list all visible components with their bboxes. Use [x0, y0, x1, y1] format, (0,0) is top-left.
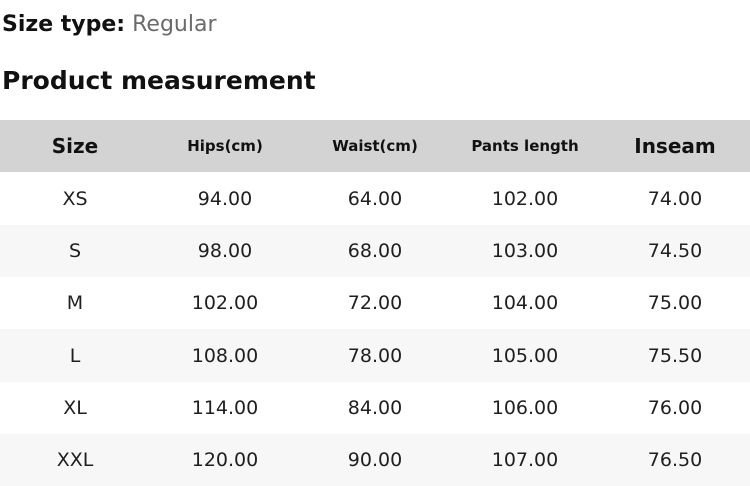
table-row: L 108.00 78.00 105.00 75.50: [0, 329, 750, 382]
cell-inseam: 76.50: [647, 449, 703, 472]
cell-pants-length: 104.00: [491, 292, 559, 315]
table-row: M 102.00 72.00 104.00 75.00: [0, 277, 750, 330]
cell-pants-length: 102.00: [491, 187, 559, 210]
cell-size: XXL: [56, 449, 94, 472]
table-header-row: Size Hips(cm) Waist(cm) Pants length Ins…: [0, 120, 750, 173]
cell-inseam: 75.00: [647, 292, 703, 315]
cell-inseam: 76.00: [647, 396, 703, 419]
cell-inseam: 75.50: [647, 344, 703, 367]
table-row: XS 94.00 64.00 102.00 74.00: [0, 172, 750, 225]
cell-hips: 114.00: [191, 396, 259, 419]
measurement-table-head: Size Hips(cm) Waist(cm) Pants length Ins…: [0, 120, 750, 173]
table-row: XL 114.00 84.00 106.00 76.00: [0, 381, 750, 435]
cell-waist: 84.00: [347, 396, 403, 419]
size-type-label: Size type:: [2, 12, 126, 37]
cell-size: S: [68, 239, 82, 262]
cell-size: L: [69, 344, 81, 367]
cell-size: XS: [62, 187, 88, 210]
measurement-table: Size Hips(cm) Waist(cm) Pants length Ins…: [0, 120, 750, 486]
cell-waist: 64.00: [347, 187, 403, 210]
cell-waist: 68.00: [347, 239, 403, 262]
cell-hips: 120.00: [191, 449, 259, 472]
cell-hips: 94.00: [197, 187, 253, 210]
col-header-waist: Waist(cm): [332, 137, 418, 156]
measurement-table-body: XS 94.00 64.00 102.00 74.00 S 98.00 68.0…: [0, 172, 750, 486]
cell-size: M: [66, 292, 84, 315]
cell-hips: 108.00: [191, 344, 259, 367]
cell-pants-length: 107.00: [491, 449, 559, 472]
cell-inseam: 74.00: [647, 187, 703, 210]
col-header-size: Size: [51, 134, 99, 159]
size-type-value: Regular: [132, 12, 217, 37]
cell-pants-length: 103.00: [491, 239, 559, 262]
size-chart-panel: Size type: Regular Product measurement S…: [0, 12, 750, 486]
col-header-inseam: Inseam: [634, 134, 716, 159]
cell-pants-length: 105.00: [491, 344, 559, 367]
table-row: S 98.00 68.00 103.00 74.50: [0, 224, 750, 278]
size-type-line: Size type: Regular: [2, 12, 750, 38]
product-measurement-title: Product measurement: [2, 66, 316, 96]
col-header-hips: Hips(cm): [187, 137, 263, 156]
cell-waist: 90.00: [347, 449, 403, 472]
table-row: XXL 120.00 90.00 107.00 76.50: [0, 434, 750, 486]
cell-size: XL: [63, 396, 87, 419]
col-header-pants-length: Pants length: [471, 137, 579, 156]
cell-waist: 78.00: [347, 344, 403, 367]
cell-hips: 102.00: [191, 292, 259, 315]
cell-pants-length: 106.00: [491, 396, 559, 419]
cell-hips: 98.00: [197, 239, 253, 262]
cell-waist: 72.00: [347, 292, 403, 315]
cell-inseam: 74.50: [647, 239, 703, 262]
